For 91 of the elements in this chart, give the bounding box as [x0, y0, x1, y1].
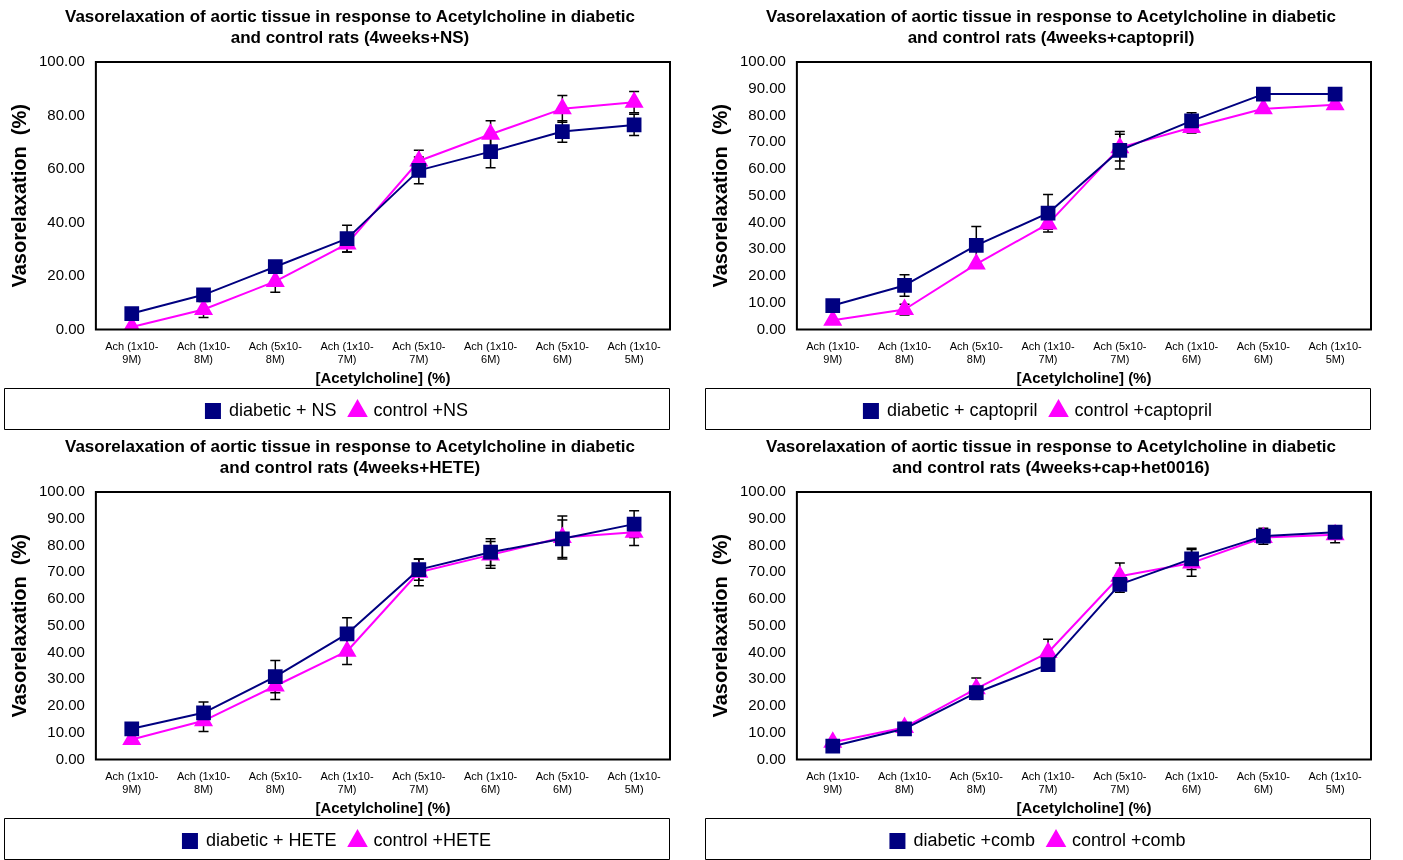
x-tick-label: Ach (1x10-6M) [1164, 340, 1219, 366]
chart-title: Vasorelaxation of aortic tissue in response to Acetylcholine in diabetic and control rats (4weeks+NS) [64, 6, 636, 49]
legend-label: diabetic +comb [913, 829, 1036, 850]
x-tick-label: Ach (1x10-7M) [320, 340, 374, 366]
y-axis-title: Vasorelaxation (%) [7, 534, 30, 718]
x-tick-label: Ach (1x10-5M) [1308, 770, 1363, 796]
y-tick-label: 20.00 [748, 696, 786, 714]
x-tick-label: Ach (1x10-5M) [1308, 340, 1363, 366]
x-tick-label: Ach (5x10-6M) [535, 770, 590, 796]
y-tick-label: 100.00 [38, 482, 85, 500]
y-tick-label: 10.00 [748, 722, 786, 740]
y-tick-label: 40.00 [748, 212, 786, 230]
x-tick-label: Ach (5x10-8M) [949, 340, 1004, 366]
legend-label: control +NS [373, 399, 469, 420]
y-axis-title: Vasorelaxation (%) [708, 534, 731, 718]
x-tick-label: Ach (5x10-6M) [1236, 340, 1291, 366]
x-tick-label: Ach (1x10-9M) [105, 340, 159, 366]
x-tick-label: Ach (1x10-6M) [463, 340, 518, 366]
x-tick-label: Ach (5x10-7M) [1093, 340, 1147, 366]
x-tick-label: Ach (1x10-6M) [463, 770, 518, 796]
x-tick-label: Ach (1x10-8M) [176, 770, 231, 796]
x-tick-label: Ach (1x10-5M) [607, 340, 662, 366]
x-axis-title: [Acetylcholine] (%) [315, 799, 451, 817]
y-tick-label: 0.00 [55, 749, 85, 767]
x-tick-label: Ach (5x10-7M) [1093, 770, 1147, 796]
y-tick-label: 70.00 [748, 562, 786, 580]
chart-title: Vasorelaxation of aortic tissue in response to Acetylcholine in diabetic and control rats (4weeks+cap+het0016) [765, 436, 1337, 479]
y-tick-label: 30.00 [748, 669, 786, 687]
x-tick-label: Ach (1x10-7M) [1021, 770, 1075, 796]
y-tick-label: 80.00 [47, 105, 85, 123]
y-tick-label: 0.00 [55, 319, 85, 337]
y-tick-label: 20.00 [748, 266, 786, 284]
y-tick-label: 70.00 [748, 132, 786, 150]
y-tick-label: 20.00 [47, 696, 85, 714]
x-tick-label: Ach (5x10-8M) [248, 770, 303, 796]
x-tick-label: Ach (1x10-8M) [877, 770, 932, 796]
x-tick-label: Ach (1x10-8M) [176, 340, 231, 366]
y-tick-label: 50.00 [47, 615, 85, 633]
x-tick-label: Ach (1x10-9M) [806, 340, 860, 366]
x-tick-label: Ach (5x10-8M) [949, 770, 1004, 796]
y-tick-label: 30.00 [47, 669, 85, 687]
y-tick-label: 40.00 [47, 212, 85, 230]
x-tick-label: Ach (1x10-7M) [320, 770, 374, 796]
y-tick-label: 0.00 [756, 319, 786, 337]
legend-label: diabetic + captopril [886, 399, 1038, 420]
y-tick-label: 100.00 [739, 482, 786, 500]
y-tick-label: 20.00 [47, 266, 85, 284]
y-tick-label: 50.00 [748, 185, 786, 203]
y-tick-label: 100.00 [38, 52, 85, 70]
x-tick-label: Ach (1x10-6M) [1164, 770, 1219, 796]
y-tick-label: 60.00 [47, 589, 85, 607]
y-tick-label: 60.00 [47, 159, 85, 177]
y-axis-title: Vasorelaxation (%) [708, 104, 731, 288]
x-tick-label: Ach (5x10-6M) [1236, 770, 1291, 796]
y-tick-label: 80.00 [748, 105, 786, 123]
x-tick-label: Ach (5x10-7M) [392, 340, 446, 366]
y-tick-label: 70.00 [47, 562, 85, 580]
x-tick-label: Ach (5x10-6M) [535, 340, 590, 366]
legend-label: control +HETE [373, 829, 492, 850]
y-tick-label: 50.00 [748, 615, 786, 633]
y-tick-label: 60.00 [748, 589, 786, 607]
y-tick-label: 90.00 [748, 78, 786, 96]
y-tick-label: 80.00 [47, 535, 85, 553]
y-tick-label: 60.00 [748, 159, 786, 177]
chart-title: Vasorelaxation of aortic tissue in response to Acetylcholine in diabetic and control rats (4weeks+captopril) [765, 6, 1337, 49]
y-tick-label: 90.00 [748, 508, 786, 526]
legend-label: control +captopril [1074, 399, 1213, 420]
x-axis-title: [Acetylcholine] (%) [315, 369, 451, 387]
legend-label: diabetic + NS [228, 399, 337, 420]
legend-label: control +comb [1072, 829, 1186, 850]
x-tick-label: Ach (1x10-9M) [105, 770, 159, 796]
y-tick-label: 100.00 [739, 52, 786, 70]
chart-title: Vasorelaxation of aortic tissue in response to Acetylcholine in diabetic and control rats (4weeks+HETE) [64, 436, 636, 479]
y-tick-label: 40.00 [748, 642, 786, 660]
x-tick-label: Ach (1x10-5M) [607, 770, 662, 796]
x-tick-label: Ach (1x10-9M) [806, 770, 860, 796]
x-axis-title: [Acetylcholine] (%) [1016, 799, 1152, 817]
x-tick-label: Ach (5x10-7M) [392, 770, 446, 796]
y-tick-label: 90.00 [47, 508, 85, 526]
legend-label: diabetic + HETE [205, 829, 337, 850]
y-tick-label: 0.00 [756, 749, 786, 767]
y-tick-label: 10.00 [748, 292, 786, 310]
y-tick-label: 80.00 [748, 535, 786, 553]
x-tick-label: Ach (1x10-8M) [877, 340, 932, 366]
x-tick-label: Ach (5x10-8M) [248, 340, 303, 366]
y-tick-label: 10.00 [47, 722, 85, 740]
y-tick-label: 30.00 [748, 239, 786, 257]
x-axis-title: [Acetylcholine] (%) [1016, 369, 1152, 387]
y-axis-title: Vasorelaxation (%) [7, 104, 30, 288]
y-tick-label: 40.00 [47, 642, 85, 660]
x-tick-label: Ach (1x10-7M) [1021, 340, 1075, 366]
